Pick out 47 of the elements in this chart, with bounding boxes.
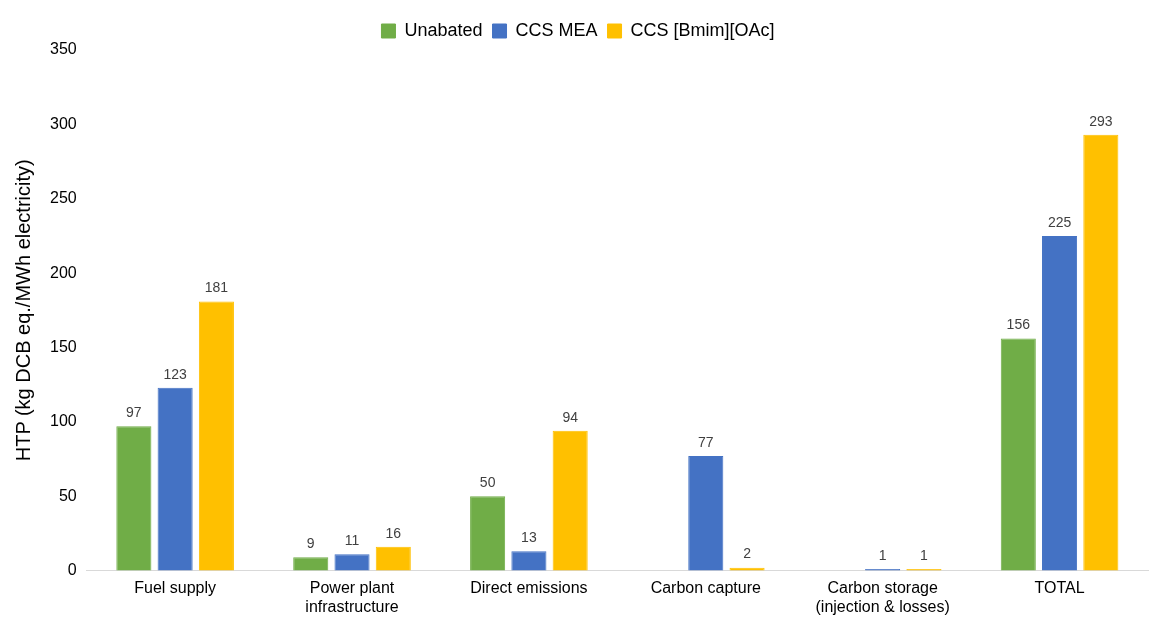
legend-label: CCS [Bmim][OAc] — [630, 19, 775, 40]
x-tick-label: Power plant infrastructure — [305, 578, 399, 615]
bar — [470, 496, 506, 571]
data-label: 16 — [385, 524, 402, 541]
data-label: 94 — [562, 408, 579, 425]
data-label: 1 — [920, 546, 929, 563]
data-label: 97 — [126, 404, 142, 421]
data-label: 13 — [521, 529, 537, 546]
bar — [375, 546, 411, 571]
legend-label: Unabated — [404, 19, 483, 40]
x-tick-label: Direct emissions — [470, 578, 588, 596]
y-tick-label: 250 — [49, 189, 77, 207]
y-tick-label: 350 — [49, 40, 77, 58]
data-label: 123 — [163, 365, 188, 382]
bar — [1042, 235, 1078, 571]
bar — [157, 387, 193, 571]
data-label: 77 — [698, 433, 714, 450]
bar — [293, 557, 329, 571]
bar — [688, 456, 724, 571]
x-tick-label: Carbon capture — [650, 578, 762, 596]
bar — [1083, 134, 1119, 571]
data-label: 50 — [479, 474, 496, 491]
data-label: 225 — [1047, 213, 1072, 230]
data-label: 181 — [204, 279, 229, 296]
data-label: 293 — [1089, 112, 1113, 129]
bar — [334, 554, 370, 571]
bar — [511, 551, 547, 571]
data-label: 2 — [743, 545, 752, 562]
y-tick-label: 0 — [67, 561, 77, 579]
bar — [552, 430, 588, 571]
y-tick-label: 50 — [58, 486, 77, 504]
y-tick-label: 300 — [49, 114, 77, 132]
x-tick-label: Fuel supply — [134, 578, 217, 596]
y-tick-label: 100 — [49, 412, 77, 430]
data-label: 11 — [344, 532, 360, 549]
y-axis-title: HTP (kg DCB eq./MWh electricity) — [11, 159, 34, 462]
data-label: 156 — [1006, 316, 1031, 333]
x-tick-label: TOTAL — [1034, 578, 1085, 596]
bar — [1000, 338, 1036, 571]
bar — [198, 301, 234, 571]
data-label: 9 — [306, 535, 315, 552]
y-tick-label: 200 — [49, 263, 77, 281]
y-tick-label: 150 — [49, 337, 77, 355]
bar — [116, 426, 152, 571]
legend-label: CCS MEA — [515, 19, 598, 40]
x-tick-label: Carbon storage (injection & losses) — [815, 578, 950, 615]
data-label: 1 — [878, 546, 887, 563]
